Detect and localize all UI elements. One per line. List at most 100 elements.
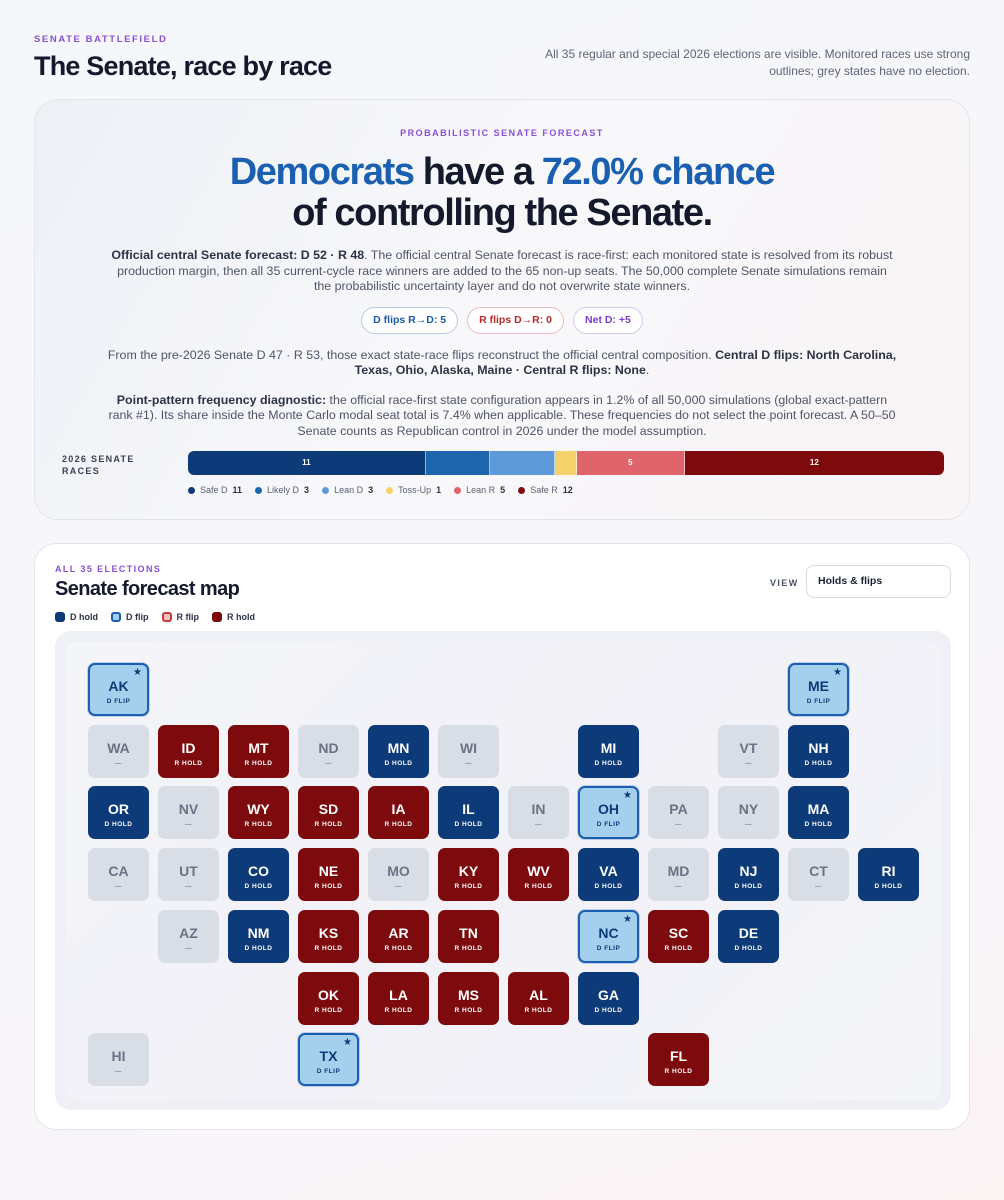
state-tile-fl[interactable]: FL R HOLD (648, 1033, 709, 1087)
state-tile-nc[interactable]: NC D FLIP ★ (578, 909, 639, 963)
state-tile-ar[interactable]: AR R HOLD (368, 909, 429, 963)
state-tile-mi[interactable]: MI D HOLD (578, 724, 639, 778)
state-tile-mn[interactable]: MN D HOLD (368, 724, 429, 778)
state-tile-wa[interactable]: WA — (88, 724, 149, 778)
state-tile-ca[interactable]: CA — (88, 848, 149, 902)
state-tile-va[interactable]: VA D HOLD (578, 848, 639, 902)
state-status: — (465, 759, 472, 767)
legend-r-flip-label: R flip (176, 612, 200, 622)
state-tile-tx[interactable]: TX D FLIP ★ (298, 1033, 359, 1087)
race-legend-dot (386, 486, 394, 494)
state-tile-tn[interactable]: TN R HOLD (438, 909, 499, 963)
state-status: R HOLD (384, 1006, 413, 1014)
headline-party: Democrats (229, 151, 415, 193)
race-bar-segment-lean-r: 5 (576, 451, 685, 475)
race-bar-segment-lean-d (490, 451, 556, 475)
state-tile-ks[interactable]: KS R HOLD (298, 909, 359, 963)
state-tile-ok[interactable]: OK R HOLD (298, 971, 359, 1025)
race-bar-segment-likely-d (425, 451, 491, 475)
state-tile-ny[interactable]: NY — (718, 786, 779, 840)
state-abbr: FL (669, 1048, 688, 1065)
race-legend-count: 11 (232, 485, 243, 495)
state-tile-hi[interactable]: HI — (88, 1033, 149, 1087)
state-tile-ma[interactable]: MA D HOLD (788, 786, 849, 840)
state-tile-ri[interactable]: RI D HOLD (858, 848, 919, 902)
state-tile-wi[interactable]: WI — (438, 724, 499, 778)
state-status: — (185, 883, 192, 891)
race-legend-dot (454, 486, 462, 494)
state-abbr: MD (667, 863, 690, 880)
state-tile-or[interactable]: OR D HOLD (88, 786, 149, 840)
state-tile-vt[interactable]: VT — (718, 724, 779, 778)
state-tile-ct[interactable]: CT — (788, 848, 849, 902)
race-legend-item: Likely D 3 (255, 485, 309, 495)
state-abbr: RI (881, 863, 896, 880)
state-tile-ut[interactable]: UT — (158, 848, 219, 902)
state-abbr: WV (527, 863, 550, 880)
state-tile-me[interactable]: ME D FLIP ★ (788, 663, 849, 716)
tile-map: AK D FLIP ★ ME D FLIP ★ WA — ID R HOLD MT R HOLD ND —… (65, 641, 941, 1100)
state-tile-md[interactable]: MD — (648, 848, 709, 902)
state-tile-sd[interactable]: SD R HOLD (298, 786, 359, 840)
state-abbr: MI (600, 739, 617, 756)
state-status: R HOLD (384, 821, 413, 829)
view-label: VIEW (770, 578, 799, 588)
state-tile-co[interactable]: CO D HOLD (228, 848, 289, 902)
r-flips-pill: R flips D→R: 0 (467, 306, 565, 334)
state-tile-id[interactable]: ID R HOLD (158, 724, 219, 778)
central-forecast-text: Official central Senate forecast: D 52 ·… (107, 248, 897, 295)
page-eyebrow: SENATE BATTLEFIELD (34, 34, 168, 45)
state-tile-az[interactable]: AZ — (158, 909, 219, 963)
state-abbr: WY (247, 801, 270, 818)
race-legend-dot (518, 486, 526, 494)
state-tile-ms[interactable]: MS R HOLD (438, 971, 499, 1025)
state-status: R HOLD (314, 883, 343, 891)
headline-end: of controlling the Senate. (292, 192, 713, 234)
state-tile-in[interactable]: IN — (508, 786, 569, 840)
diagnostic-text: Point-pattern frequency diagnostic: the … (107, 393, 897, 440)
state-status: D HOLD (244, 883, 273, 891)
state-tile-il[interactable]: IL D HOLD (438, 786, 499, 840)
state-abbr: NJ (739, 863, 758, 880)
state-status: R HOLD (314, 1006, 343, 1014)
state-abbr: ND (318, 739, 339, 756)
state-tile-pa[interactable]: PA — (648, 786, 709, 840)
state-tile-nm[interactable]: NM D HOLD (228, 909, 289, 963)
state-tile-de[interactable]: DE D HOLD (718, 909, 779, 963)
state-tile-nh[interactable]: NH D HOLD (788, 724, 849, 778)
state-tile-nj[interactable]: NJ D HOLD (718, 848, 779, 902)
r-hold-swatch (212, 612, 222, 622)
state-tile-nv[interactable]: NV — (158, 786, 219, 840)
state-tile-oh[interactable]: OH D FLIP ★ (578, 786, 639, 840)
state-abbr: VA (599, 863, 618, 880)
race-legend-label: Safe R (530, 485, 558, 495)
legend-r-hold: R hold (212, 612, 255, 622)
monitored-star-icon: ★ (833, 667, 842, 678)
flips-body: From the pre-2026 Senate D 47 · R 53, th… (107, 347, 716, 362)
state-tile-ky[interactable]: KY R HOLD (438, 848, 499, 902)
state-tile-ia[interactable]: IA R HOLD (368, 786, 429, 840)
state-tile-mt[interactable]: MT R HOLD (228, 724, 289, 778)
state-status: R HOLD (244, 821, 273, 829)
diagnostic-bold: Point-pattern frequency diagnostic: (116, 392, 327, 407)
tile-map-area: AK D FLIP ★ ME D FLIP ★ WA — ID R HOLD MT R HOLD ND —… (55, 631, 951, 1110)
state-tile-mo[interactable]: MO — (368, 848, 429, 902)
state-abbr: AZ (179, 924, 198, 941)
state-status: D HOLD (594, 759, 623, 767)
flips-text: From the pre-2026 Senate D 47 · R 53, th… (107, 348, 897, 379)
state-tile-wy[interactable]: WY R HOLD (228, 786, 289, 840)
state-tile-la[interactable]: LA R HOLD (368, 971, 429, 1025)
view-select[interactable]: Holds & flips (806, 565, 951, 598)
state-tile-sc[interactable]: SC R HOLD (648, 909, 709, 963)
state-tile-ga[interactable]: GA D HOLD (578, 971, 639, 1025)
state-tile-nd[interactable]: ND — (298, 724, 359, 778)
state-tile-ak[interactable]: AK D FLIP ★ (88, 663, 149, 716)
state-abbr: KS (318, 924, 339, 941)
state-tile-wv[interactable]: WV R HOLD (508, 848, 569, 902)
central-forecast-body: . The official central Senate forecast i… (117, 248, 893, 293)
state-tile-al[interactable]: AL R HOLD (508, 971, 569, 1025)
state-status: D HOLD (244, 944, 273, 952)
race-legend-count: 1 (436, 485, 442, 495)
page-note: All 35 regular and special 2026 election… (545, 47, 970, 78)
state-tile-ne[interactable]: NE R HOLD (298, 848, 359, 902)
